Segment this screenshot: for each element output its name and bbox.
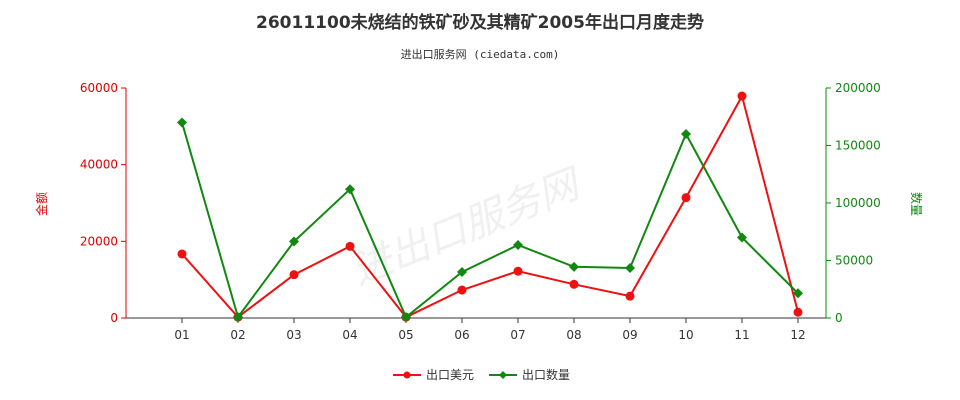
- data-point: [737, 91, 747, 101]
- chart-marks: [177, 91, 803, 323]
- data-point: [177, 249, 187, 259]
- y-left-axis-title: 金额: [34, 192, 49, 216]
- data-point: [289, 236, 299, 247]
- data-point: [401, 312, 411, 323]
- y-left-tick-label: 0: [110, 311, 118, 325]
- data-point: [625, 262, 635, 273]
- data-point: [513, 266, 523, 276]
- y-right-tick-label: 150000: [835, 139, 881, 153]
- x-tick-label: 11: [734, 328, 749, 342]
- watermark: 进出口服务网: [345, 160, 589, 294]
- x-tick-label: 06: [454, 328, 469, 342]
- series-line: [181, 93, 799, 319]
- watermark-text: 进出口服务网: [345, 160, 589, 294]
- legend-swatch-marker: [499, 371, 507, 379]
- chart-subtitle: 进出口服务网 (ciedata.com): [401, 47, 560, 61]
- legend: 出口美元 出口数量: [393, 367, 570, 382]
- x-tick-label: 10: [678, 328, 693, 342]
- legend-label: 出口美元: [426, 368, 474, 382]
- legend-swatch-marker: [403, 371, 411, 379]
- data-point: [625, 291, 635, 301]
- y-left-tick-label: 20000: [80, 234, 118, 248]
- axes: 0 20000 40000 60000 0 50000 100000 150000 200000…: [80, 81, 881, 342]
- y-right-tick-label: 200000: [835, 81, 881, 95]
- data-point: [681, 193, 691, 203]
- data-point: [681, 129, 691, 139]
- x-tick-label: 07: [510, 328, 525, 342]
- data-point: [737, 232, 747, 243]
- legend-item: 出口美元: [393, 368, 474, 382]
- x-tick-label: 02: [230, 328, 245, 342]
- y-left-tick-label: 60000: [80, 81, 118, 95]
- x-tick-label: 09: [622, 328, 637, 342]
- data-point: [569, 279, 579, 289]
- series-2: [177, 117, 803, 323]
- y-left-tick-label: 40000: [80, 158, 118, 172]
- data-point: [177, 117, 187, 128]
- data-point: [457, 285, 467, 295]
- data-point: [793, 288, 803, 299]
- x-tick-label: 04: [342, 328, 357, 342]
- data-point: [233, 312, 243, 323]
- x-tick-label: 03: [286, 328, 301, 342]
- data-point: [345, 241, 355, 251]
- data-point: [793, 307, 803, 317]
- data-point: [345, 184, 355, 195]
- y-right-tick-label: 0: [835, 311, 843, 325]
- x-tick-label: 12: [790, 328, 805, 342]
- x-tick-label: 08: [566, 328, 581, 342]
- data-point: [513, 239, 523, 250]
- legend-label: 出口数量: [522, 367, 570, 382]
- y-right-tick-label: 50000: [835, 254, 873, 268]
- series-line: [181, 122, 799, 320]
- x-tick-label: 01: [174, 328, 189, 342]
- legend-item: 出口数量: [489, 367, 570, 382]
- chart-title: 26011100未烧结的铁矿砂及其精矿2005年出口月度走势: [256, 12, 704, 33]
- x-tick-label: 05: [398, 328, 413, 342]
- data-point: [569, 261, 579, 272]
- data-point: [457, 267, 467, 277]
- y-right-axis-title: 数量: [909, 192, 924, 216]
- data-point: [289, 270, 299, 280]
- y-right-tick-label: 100000: [835, 196, 881, 210]
